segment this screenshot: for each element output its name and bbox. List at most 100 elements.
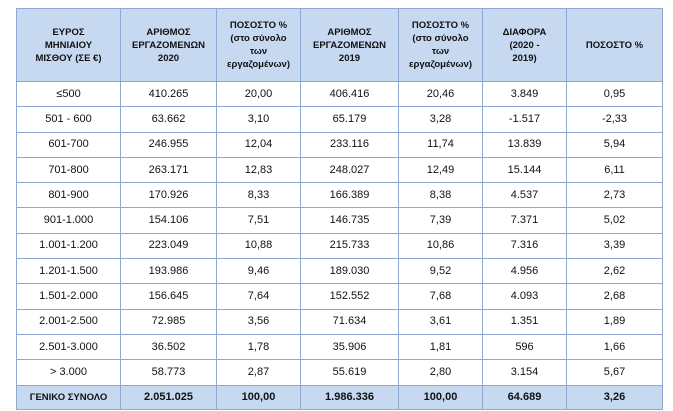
column-header-line: ΕΡΓΑΖΟΜΕΝΩΝ [313,39,386,51]
table-row: 1.001-1.200 223.049 10,88 215.733 10,86 7.316… [16,232,663,260]
column-header-line: ΑΡΙΘΜΟΣ [327,26,372,38]
table-cell: 3.849 [482,80,567,108]
table-cell: 223.049 [120,232,217,260]
salary-distribution-table: ΕΥΡΟΣ ΜΗΝΙΑΙΟΥ ΜΙΣΘΟΥ (ΣΕ €) ΑΡΙΘΜΟΣ ΕΡΓΑΖΟΜ… [16,8,663,410]
salary-range-cell: 1.501-2.000 [16,283,121,310]
table-cell: 5,02 [566,207,663,234]
table-row: 701-800 263.171 12,83 248.027 12,49 15.144 6,1… [16,156,663,184]
column-header-5: ΠΟΣΟΣΤΟ % (στο σύνολο των εργαζομένων) [398,8,483,82]
table-row: 801-900 170.926 8,33 166.389 8,38 4.537 2,73 [16,182,663,209]
column-header-line: ΠΟΣΟΣΤΟ % [585,39,644,51]
table-footer: ΓΕΝΙΚΟ ΣΥΝΟΛΟ 2.051.025 100,00 1.986.336 100… [16,384,663,410]
total-cell: 100,00 [398,384,483,410]
table-cell: 2,87 [216,359,301,386]
column-header-line: εργαζομένων) [408,59,472,70]
table-cell: 3,56 [216,308,301,335]
table-cell: 248.027 [300,156,399,184]
table-cell: 170.926 [120,182,217,209]
table-cell: 246.955 [120,131,217,158]
table-cell: 215.733 [300,232,399,260]
column-header-line: εργαζομένων) [226,59,290,70]
salary-range-cell: 501 - 600 [16,106,121,133]
table-cell: 4.956 [482,258,567,285]
salary-range-cell: 901-1.000 [16,207,121,234]
column-header-line: (2020 - [509,39,540,51]
header-row: ΕΥΡΟΣ ΜΗΝΙΑΙΟΥ ΜΙΣΘΟΥ (ΣΕ €) ΑΡΙΘΜΟΣ ΕΡΓΑΖΟΜ… [16,8,663,82]
table-cell: 1,89 [566,308,663,335]
table-row: 501 - 600 63.662 3,10 65.179 3,28 -1.517 -2,33 [16,106,663,133]
table-cell: 263.171 [120,156,217,184]
table-row: ≤500 410.265 20,00 406.416 20,46 3.849 0,95 [16,80,663,108]
table-row: 2.001-2.500 72.985 3,56 71.634 3,61 1.351 1,89 [16,308,663,335]
table-cell: 35.906 [300,333,399,361]
column-header-line: των [249,46,268,57]
table-cell: 5,94 [566,131,663,158]
column-header-line: ΕΥΡΟΣ [52,26,85,38]
column-header-line: των [431,46,450,57]
table-row: 1.501-2.000 156.645 7,64 152.552 7,68 4.093 2,… [16,283,663,310]
column-header-line: 2019 [338,52,361,64]
table-cell: 2,62 [566,258,663,285]
salary-range-cell: 801-900 [16,182,121,209]
table-cell: 15.144 [482,156,567,184]
table-cell: 55.619 [300,359,399,386]
total-cell: 100,00 [216,384,301,410]
table-cell: -1.517 [482,106,567,133]
table-cell: 1.351 [482,308,567,335]
table-cell: 72.985 [120,308,217,335]
total-cell: 3,26 [566,384,663,410]
table-row: 2.501-3.000 36.502 1,78 35.906 1,81 596 1,66 [16,333,663,361]
table-cell: 12,83 [216,156,301,184]
table-cell: 20,00 [216,80,301,108]
column-header-2: ΑΡΙΘΜΟΣ ΕΡΓΑΖΟΜΕΝΩΝ 2020 [120,8,217,82]
table-cell: 7,51 [216,207,301,234]
table-cell: 71.634 [300,308,399,335]
column-header-line: (στο σύνολο [412,33,469,44]
table-cell: 5,67 [566,359,663,386]
salary-range-cell: 601-700 [16,131,121,158]
column-header-1: ΕΥΡΟΣ ΜΗΝΙΑΙΟΥ ΜΙΣΘΟΥ (ΣΕ €) [16,8,121,82]
table-cell: 2,80 [398,359,483,386]
table-cell: 233.116 [300,131,399,158]
table-cell: -2,33 [566,106,663,133]
table-row: > 3.000 58.773 2,87 55.619 2,80 3.154 5,67 [16,359,663,386]
column-header-7: ΠΟΣΟΣΤΟ % [566,8,663,82]
table-cell: 4.093 [482,283,567,310]
column-header-4: ΑΡΙΘΜΟΣ ΕΡΓΑΖΟΜΕΝΩΝ 2019 [300,8,399,82]
table-cell: 189.030 [300,258,399,285]
column-header-line: ΑΡΙΘΜΟΣ [146,26,191,38]
total-cell: 1.986.336 [300,384,399,410]
table-cell: 63.662 [120,106,217,133]
total-row: ΓΕΝΙΚΟ ΣΥΝΟΛΟ 2.051.025 100,00 1.986.336 100… [16,384,663,410]
table-cell: 2,73 [566,182,663,209]
table-cell: 65.179 [300,106,399,133]
table-header: ΕΥΡΟΣ ΜΗΝΙΑΙΟΥ ΜΙΣΘΟΥ (ΣΕ €) ΑΡΙΘΜΟΣ ΕΡΓΑΖΟΜ… [16,8,663,82]
table-cell: 8,38 [398,182,483,209]
table-cell: 13.839 [482,131,567,158]
table-body: ≤500 410.265 20,00 406.416 20,46 3.849 0,95 501… [16,80,663,386]
column-header-3: ΠΟΣΟΣΤΟ % (στο σύνολο των εργαζομένων) [216,8,301,82]
table-cell: 12,49 [398,156,483,184]
salary-table-container: ΕΥΡΟΣ ΜΗΝΙΑΙΟΥ ΜΙΣΘΟΥ (ΣΕ €) ΑΡΙΘΜΟΣ ΕΡΓΑΖΟΜ… [16,8,663,410]
table-cell: 36.502 [120,333,217,361]
table-cell: 410.265 [120,80,217,108]
table-cell: 146.735 [300,207,399,234]
table-cell: 20,46 [398,80,483,108]
column-header-line: 2019) [512,52,537,64]
table-cell: 58.773 [120,359,217,386]
salary-range-cell: 2.001-2.500 [16,308,121,335]
table-cell: 3,61 [398,308,483,335]
table-cell: 7.371 [482,207,567,234]
total-cell: 2.051.025 [120,384,217,410]
table-cell: 1,81 [398,333,483,361]
salary-range-cell: ≤500 [16,80,121,108]
column-header-line: 2020 [157,52,180,64]
column-header-line: ΠΟΣΟΣΤΟ % [411,20,470,31]
column-header-line: ΕΡΓΑΖΟΜΕΝΩΝ [132,39,205,51]
salary-range-cell: 1.201-1.500 [16,258,121,285]
table-cell: 1,66 [566,333,663,361]
table-cell: 2,68 [566,283,663,310]
table-cell: 12,04 [216,131,301,158]
table-row: 1.201-1.500 193.986 9,46 189.030 9,52 4.956 2,… [16,258,663,285]
table-cell: 1,78 [216,333,301,361]
